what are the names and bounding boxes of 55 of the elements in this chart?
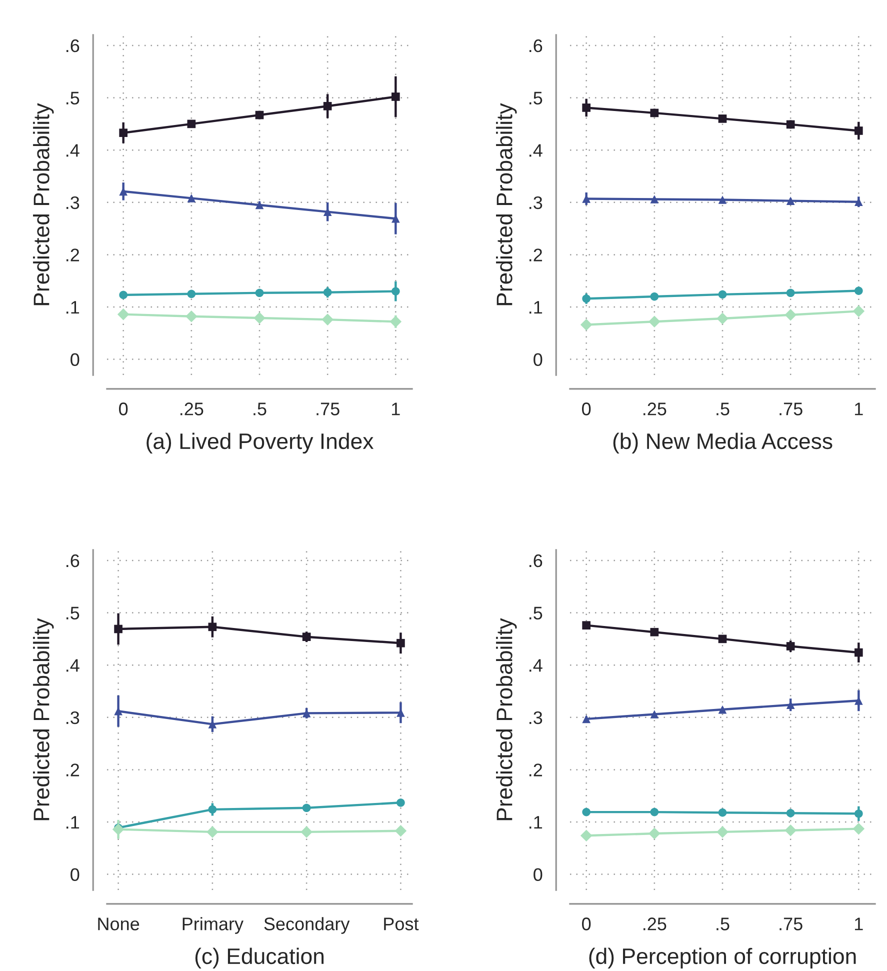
y-tick-label: .4 xyxy=(530,144,542,157)
x-tick-label: .75 xyxy=(780,402,802,416)
x-tick-label: .25 xyxy=(644,918,666,930)
x-tick-label: 0 xyxy=(582,402,591,416)
x-tick-label: Secondary xyxy=(264,917,350,934)
y-tick-label: 0 xyxy=(70,868,80,882)
x-tick-label: .25 xyxy=(180,402,204,416)
y-tick-label: 0 xyxy=(70,353,80,366)
y-tick-label: .5 xyxy=(66,92,80,104)
y-tick-label: .3 xyxy=(530,196,542,210)
y-tick-label: .4 xyxy=(66,144,80,157)
x-tick-label: 1 xyxy=(855,918,863,930)
y-tick-label: .1 xyxy=(530,816,542,829)
y-tick-label: .2 xyxy=(66,248,80,262)
y-tick-label: 0 xyxy=(534,353,542,366)
y-tick-label: .2 xyxy=(530,764,542,776)
y-tick-label: .6 xyxy=(66,39,80,52)
y-tick-label: .6 xyxy=(66,554,80,568)
y-tick-label: .5 xyxy=(530,92,542,104)
x-tick-label: 0 xyxy=(582,918,591,930)
y-tick-label: .6 xyxy=(530,39,542,52)
x-tick-label: Post xyxy=(384,918,419,930)
x-tick-label: 0 xyxy=(119,402,128,416)
y-tick-label: .3 xyxy=(530,711,542,724)
x-axis-title: (a) Lived Poverty Index xyxy=(146,432,374,454)
y-tick-label: .5 xyxy=(66,606,80,620)
x-tick-label: 1 xyxy=(392,402,400,416)
x-axis-title: (b) New Media Access xyxy=(613,432,832,454)
x-tick-label: .75 xyxy=(780,918,802,930)
x-tick-label: .5 xyxy=(716,918,730,930)
y-tick-label: .5 xyxy=(530,606,542,620)
y-axis-title: Predicted Probability xyxy=(496,618,517,820)
x-axis-title: (c) Education xyxy=(195,948,324,969)
x-tick-label: Primary xyxy=(182,917,244,934)
y-axis-title: Predicted Probability xyxy=(33,103,54,306)
y-tick-label: .4 xyxy=(66,659,80,672)
y-axis-title: Predicted Probability xyxy=(33,618,54,820)
x-tick-label: .75 xyxy=(316,402,340,416)
y-tick-label: .6 xyxy=(530,554,542,568)
y-tick-label: .2 xyxy=(66,764,80,776)
x-tick-label: .5 xyxy=(254,402,266,416)
y-tick-label: .3 xyxy=(66,196,80,210)
x-tick-label: 1 xyxy=(855,402,863,416)
y-tick-label: .2 xyxy=(530,248,542,262)
y-tick-label: 0 xyxy=(534,868,542,882)
y-tick-label: .1 xyxy=(66,301,80,314)
x-axis-title: (d) Perception of corruption xyxy=(589,948,856,969)
y-tick-label: .3 xyxy=(66,711,80,724)
y-axis-title: Predicted Probability xyxy=(496,103,517,306)
y-tick-label: .1 xyxy=(530,301,542,314)
x-tick-label: .5 xyxy=(716,402,730,416)
x-tick-label: None xyxy=(98,918,140,930)
y-tick-label: .1 xyxy=(66,816,80,829)
y-tick-label: .4 xyxy=(530,659,542,672)
x-tick-label: .25 xyxy=(644,402,666,416)
